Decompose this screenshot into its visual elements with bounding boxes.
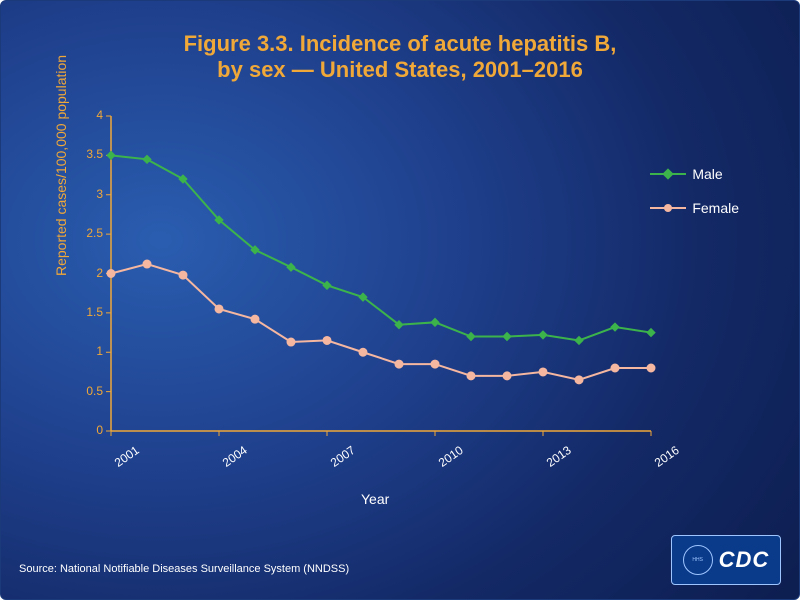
cdc-logo-text: CDC (719, 547, 770, 573)
legend-line-male (650, 173, 686, 175)
y-tick-label: 3 (75, 187, 103, 201)
slide-container: Figure 3.3. Incidence of acute hepatitis… (0, 0, 800, 600)
source-text: Source: National Notifiable Diseases Sur… (19, 563, 349, 575)
title-line-2: by sex — United States, 2001–2016 (217, 57, 583, 82)
y-tick-label: 0.5 (75, 384, 103, 398)
legend-label-male: Male (692, 166, 722, 182)
y-tick-label: 1.5 (75, 305, 103, 319)
diamond-icon (663, 168, 674, 179)
legend-item-male: Male (650, 166, 739, 182)
chart-svg (101, 111, 661, 441)
y-tick-label: 4 (75, 108, 103, 122)
title-line-1: Figure 3.3. Incidence of acute hepatitis… (184, 31, 617, 56)
circle-icon (664, 204, 672, 212)
cdc-badge: HHS CDC (671, 535, 781, 585)
y-tick-label: 1 (75, 344, 103, 358)
legend: Male Female (650, 166, 739, 234)
chart-title: Figure 3.3. Incidence of acute hepatitis… (1, 31, 799, 84)
legend-label-female: Female (692, 200, 739, 216)
x-tick-label: 2013 (544, 443, 574, 470)
x-tick-label: 2016 (652, 443, 682, 470)
y-tick-label: 3.5 (75, 147, 103, 161)
y-tick-label: 2 (75, 266, 103, 280)
y-tick-label: 0 (75, 423, 103, 437)
chart-area: 00.511.522.533.5420012004200720102013201… (101, 111, 661, 441)
legend-item-female: Female (650, 200, 739, 216)
hhs-seal-icon: HHS (683, 545, 713, 575)
x-axis-label: Year (361, 491, 389, 507)
legend-line-female (650, 207, 686, 209)
x-tick-label: 2010 (436, 443, 466, 470)
x-tick-label: 2007 (328, 443, 358, 470)
x-tick-label: 2004 (220, 443, 250, 470)
y-tick-label: 2.5 (75, 226, 103, 240)
x-tick-label: 2001 (112, 443, 142, 470)
y-axis-label: Reported cases/100,000 population (53, 55, 69, 276)
